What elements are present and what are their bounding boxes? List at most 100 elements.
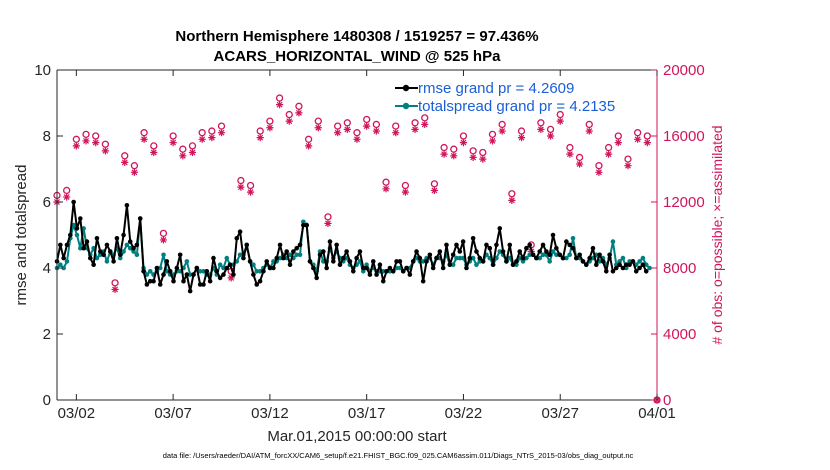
rmse-point (104, 242, 110, 248)
obs-assimilated-point (459, 139, 468, 147)
rmse-point (194, 265, 200, 271)
obs-assimilated-point (614, 139, 622, 147)
legend-spread-marker (402, 102, 410, 110)
obs-assimilated-point (305, 142, 313, 150)
spread-point (251, 262, 256, 268)
rmse-point (534, 255, 539, 261)
obs-assimilated-point (227, 274, 235, 282)
rmse-point (291, 249, 296, 254)
rmse-point (474, 249, 479, 254)
spread-point (161, 252, 166, 258)
rmse-point (171, 278, 176, 284)
rmse-point (151, 278, 156, 284)
spread-point (364, 262, 369, 268)
rmse-point (284, 249, 290, 254)
y-axis-label: rmse and totalspread (13, 165, 30, 306)
obs-assimilated-point (324, 219, 332, 228)
spread-point (131, 249, 136, 254)
obs-assimilated-point (624, 162, 632, 170)
rmse-point (597, 252, 602, 258)
rmse-point (417, 255, 423, 261)
rmse-point (504, 259, 509, 264)
rmse-point (184, 272, 190, 277)
x-tick-label: 03/17 (348, 405, 386, 422)
rmse-point (204, 269, 210, 274)
rmse-point (137, 216, 143, 221)
obs-assimilated-point (92, 139, 100, 147)
obs-assimilated-point (314, 124, 322, 132)
x-tick-label: 03/07 (154, 405, 192, 422)
y-tick-label: 6 (43, 194, 51, 211)
obs-assimilated-point (585, 127, 593, 135)
legend-rmse-marker (402, 84, 410, 92)
rmse-point (217, 275, 223, 281)
spread-point (157, 265, 163, 271)
x-tick-label: 03/02 (58, 405, 96, 422)
obs-assimilated-point (140, 135, 148, 143)
obs-assimilated-point (169, 139, 177, 147)
rmse-point (87, 255, 93, 261)
obs-assimilated-point (517, 134, 526, 142)
rmse-point (334, 242, 339, 248)
y2-tick-label: 0 (663, 392, 671, 409)
spread-point (554, 252, 559, 258)
rmse-point (457, 249, 463, 254)
spread-point (540, 252, 546, 258)
rmse-point (547, 252, 552, 258)
rmse-point (610, 269, 616, 274)
rmse-point (187, 288, 193, 294)
rmse-point (587, 255, 592, 261)
rmse-point (271, 265, 276, 271)
spread-point (201, 269, 206, 274)
rmse-line (56, 201, 648, 293)
spread-point (564, 255, 569, 261)
rmse-point (234, 236, 240, 241)
spread-point (254, 269, 260, 274)
spread-point (277, 255, 283, 261)
obs-assimilated-point (566, 150, 574, 158)
rmse-point (577, 252, 582, 258)
rmse-point (557, 252, 562, 258)
rmse-point (121, 232, 126, 238)
rmse-point (247, 259, 253, 264)
rmse-point (274, 255, 280, 261)
rmse-point (594, 262, 599, 268)
obs-assimilated-point (479, 155, 487, 163)
rmse-point (397, 259, 403, 264)
rmse-point (630, 259, 636, 264)
obs-assimilated-point (508, 196, 516, 204)
rmse-point (221, 272, 226, 277)
obs-assimilated-point (392, 129, 400, 137)
rmse-point (134, 242, 140, 248)
rmse-point (124, 203, 130, 208)
obs-assimilated-point (469, 153, 477, 162)
spread-point (524, 255, 529, 261)
x-tick-label: 03/22 (445, 405, 483, 422)
rmse-point (287, 262, 293, 268)
x-tick-label: 04/01 (638, 405, 676, 422)
rmse-point (404, 265, 409, 271)
rmse-point (467, 255, 473, 261)
rmse-point (224, 265, 230, 271)
obs-assimilated-point (72, 142, 80, 150)
obs-assimilated-point (150, 148, 158, 157)
rmse-point (111, 259, 116, 264)
obs-assimilated-point (440, 150, 448, 158)
spread-point (474, 262, 479, 268)
rmse-point (410, 259, 416, 264)
rmse-point (390, 269, 396, 274)
rmse-point (440, 265, 446, 271)
obs-assimilated-point (63, 193, 71, 201)
rmse-point (427, 252, 433, 258)
rmse-point (620, 265, 626, 271)
rmse-point (517, 249, 523, 254)
obs-assimilated-point (266, 124, 274, 132)
rmse-point (107, 249, 113, 254)
spread-point (221, 265, 226, 271)
spread-point (647, 265, 652, 271)
rmse-point (114, 236, 120, 241)
rmse-point (74, 226, 80, 231)
obs-assimilated-point (382, 185, 390, 193)
rmse-point (61, 255, 66, 261)
rmse-point (554, 245, 559, 251)
